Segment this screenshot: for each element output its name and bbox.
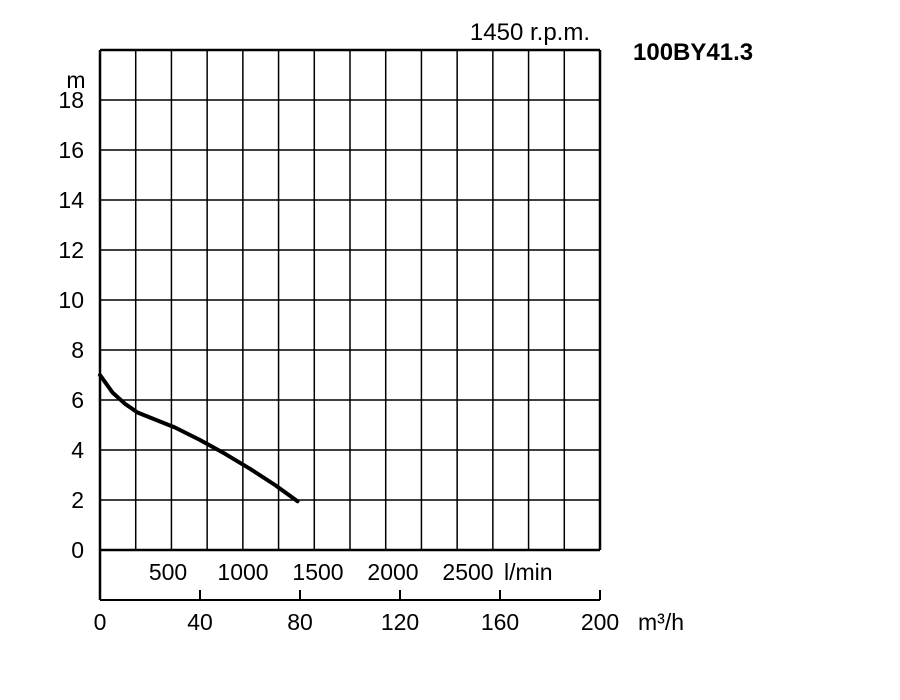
l-min-tick-labels: 500 1000 1500 2000 2500 [149, 559, 494, 585]
l-min-tick-label: 1000 [217, 559, 268, 585]
performance-curve [98, 373, 300, 504]
y-tick-label: 6 [71, 387, 84, 413]
x-tick-labels: 0 40 80 120 160 200 [94, 609, 620, 635]
l-min-tick-label: 1500 [292, 559, 343, 585]
l-min-unit-label: l/min [504, 559, 553, 585]
x-tick-label: 200 [581, 609, 619, 635]
l-min-tick-label: 2500 [442, 559, 493, 585]
x-tick-label: 160 [481, 609, 519, 635]
l-min-tick-label: 2000 [367, 559, 418, 585]
x-tick-label: 0 [94, 609, 107, 635]
l-min-tick-label: 500 [149, 559, 187, 585]
speed-label: 1450 r.p.m. [470, 19, 590, 46]
x-tick-label: 120 [381, 609, 419, 635]
y-tick-label: 8 [71, 337, 84, 363]
grid [100, 50, 600, 550]
y-tick-label: 14 [58, 187, 84, 213]
y-tick-label: 16 [58, 137, 84, 163]
curve-layer [98, 373, 300, 504]
x-tick-label: 80 [287, 609, 313, 635]
y-tick-label: 2 [71, 487, 84, 513]
x-tick-label: 40 [187, 609, 213, 635]
y-tick-label: 4 [71, 437, 84, 463]
y-tick-labels: 0 2 4 6 8 10 12 14 16 18 [58, 87, 84, 563]
y-tick-label: 12 [58, 237, 84, 263]
y-tick-label: 18 [58, 87, 84, 113]
plot-frame [98, 48, 602, 601]
y-tick-label: 10 [58, 287, 84, 313]
model-label: 100BY41.3 [633, 39, 753, 66]
y-tick-label: 0 [71, 537, 84, 563]
y-axis-unit-label: m [66, 67, 85, 93]
x-axis-unit-label: m³/h [638, 609, 684, 635]
